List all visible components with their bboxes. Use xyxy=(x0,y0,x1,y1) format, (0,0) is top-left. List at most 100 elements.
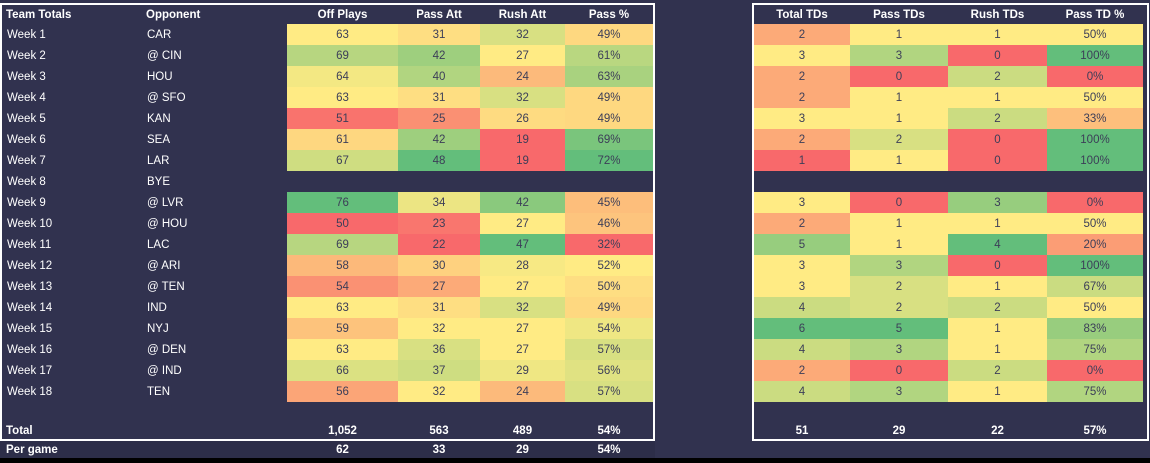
pass-tds-cell[interactable]: 1 xyxy=(850,213,948,234)
pass-td-pct-cell[interactable]: 50% xyxy=(1047,87,1143,108)
pass-tds-cell[interactable]: 2 xyxy=(850,297,948,318)
pass-td-pct-cell[interactable]: 100% xyxy=(1047,45,1143,66)
per-game-rush-att[interactable]: 29 xyxy=(516,443,529,456)
opponent-cell[interactable]: BYE xyxy=(147,175,171,188)
pass-td-pct-cell[interactable]: 20% xyxy=(1047,234,1143,255)
off-plays-cell[interactable]: 63 xyxy=(287,24,398,45)
total-tds-cell[interactable]: 2 xyxy=(754,129,850,150)
pass-td-pct-cell[interactable]: 75% xyxy=(1047,381,1143,402)
pass-pct-cell[interactable]: 49% xyxy=(565,108,653,129)
rush-att-cell[interactable]: 32 xyxy=(480,297,565,318)
opponent-cell[interactable]: LAC xyxy=(147,238,170,251)
per-game-pass-pct[interactable]: 54% xyxy=(597,443,621,456)
opponent-cell[interactable]: @ SFO xyxy=(147,91,186,104)
pass-att-cell[interactable] xyxy=(398,171,480,192)
rush-att-cell[interactable]: 24 xyxy=(480,381,565,402)
pass-tds-cell[interactable]: 0 xyxy=(850,66,948,87)
pass-att-cell[interactable]: 34 xyxy=(398,192,480,213)
pass-tds-cell[interactable] xyxy=(850,171,948,192)
pass-td-pct-cell[interactable]: 100% xyxy=(1047,129,1143,150)
week-label-cell[interactable]: Week 7 xyxy=(7,154,46,167)
header-off-plays[interactable]: Off Plays xyxy=(317,8,368,21)
rush-tds-cell[interactable]: 1 xyxy=(948,276,1047,297)
opponent-cell[interactable]: @ ARI xyxy=(147,259,181,272)
opponent-cell[interactable]: @ TEN xyxy=(147,280,185,293)
opponent-cell[interactable]: HOU xyxy=(147,70,173,83)
header-rush-att[interactable]: Rush Att xyxy=(498,8,547,21)
week-label-cell[interactable]: Week 9 xyxy=(7,196,46,209)
pass-pct-cell[interactable]: 49% xyxy=(565,87,653,108)
rush-att-cell[interactable]: 26 xyxy=(480,108,565,129)
week-label-cell[interactable]: Week 13 xyxy=(7,280,53,293)
rush-att-cell[interactable]: 27 xyxy=(480,45,565,66)
header-team-totals[interactable]: Team Totals xyxy=(6,8,72,21)
pass-tds-cell[interactable]: 1 xyxy=(850,234,948,255)
pass-pct-cell[interactable] xyxy=(565,171,653,192)
total-pass-att[interactable]: 563 xyxy=(429,424,449,437)
off-plays-cell[interactable]: 50 xyxy=(287,213,398,234)
rush-att-cell[interactable]: 27 xyxy=(480,318,565,339)
pass-att-cell[interactable]: 40 xyxy=(398,66,480,87)
pass-td-pct-cell[interactable]: 0% xyxy=(1047,192,1143,213)
pass-td-pct-cell[interactable]: 67% xyxy=(1047,276,1143,297)
opponent-cell[interactable]: NYJ xyxy=(147,322,169,335)
opponent-cell[interactable]: @ HOU xyxy=(147,217,188,230)
pass-td-pct-cell[interactable]: 0% xyxy=(1047,360,1143,381)
pass-td-pct-cell[interactable]: 0% xyxy=(1047,66,1143,87)
rush-tds-cell[interactable]: 0 xyxy=(948,150,1047,171)
total-total-tds[interactable]: 51 xyxy=(795,424,809,437)
rush-att-cell[interactable]: 19 xyxy=(480,129,565,150)
off-plays-cell[interactable]: 59 xyxy=(287,318,398,339)
rush-tds-cell[interactable]: 4 xyxy=(948,234,1047,255)
rush-tds-cell[interactable]: 0 xyxy=(948,255,1047,276)
pass-tds-cell[interactable]: 3 xyxy=(850,45,948,66)
pass-att-cell[interactable]: 36 xyxy=(398,339,480,360)
rush-att-cell[interactable]: 27 xyxy=(480,276,565,297)
rush-att-cell[interactable]: 27 xyxy=(480,213,565,234)
off-plays-cell[interactable]: 69 xyxy=(287,45,398,66)
header-opponent[interactable]: Opponent xyxy=(146,8,201,21)
pass-pct-cell[interactable]: 56% xyxy=(565,360,653,381)
pass-td-pct-cell[interactable]: 100% xyxy=(1047,150,1143,171)
off-plays-cell[interactable]: 64 xyxy=(287,66,398,87)
pass-pct-cell[interactable]: 54% xyxy=(565,318,653,339)
off-plays-cell[interactable]: 66 xyxy=(287,360,398,381)
pass-tds-cell[interactable]: 3 xyxy=(850,339,948,360)
total-tds-cell[interactable]: 2 xyxy=(754,66,850,87)
total-tds-cell[interactable]: 4 xyxy=(754,297,850,318)
pass-pct-cell[interactable]: 45% xyxy=(565,192,653,213)
total-pass-pct[interactable]: 54% xyxy=(597,424,621,437)
header-rush-tds[interactable]: Rush TDs xyxy=(970,8,1025,21)
off-plays-cell[interactable]: 63 xyxy=(287,297,398,318)
week-label-cell[interactable]: Week 12 xyxy=(7,259,53,272)
off-plays-cell[interactable]: 69 xyxy=(287,234,398,255)
pass-tds-cell[interactable]: 2 xyxy=(850,276,948,297)
rush-att-cell[interactable]: 29 xyxy=(480,360,565,381)
header-pass-att[interactable]: Pass Att xyxy=(416,8,462,21)
pass-att-cell[interactable]: 32 xyxy=(398,318,480,339)
rush-att-cell[interactable]: 47 xyxy=(480,234,565,255)
pass-tds-cell[interactable]: 1 xyxy=(850,87,948,108)
pass-tds-cell[interactable]: 3 xyxy=(850,381,948,402)
opponent-cell[interactable]: @ DEN xyxy=(147,343,187,356)
pass-tds-cell[interactable]: 1 xyxy=(850,150,948,171)
pass-pct-cell[interactable]: 52% xyxy=(565,255,653,276)
pass-pct-cell[interactable]: 63% xyxy=(565,66,653,87)
rush-tds-cell[interactable]: 0 xyxy=(948,45,1047,66)
pass-td-pct-cell[interactable] xyxy=(1047,171,1143,192)
off-plays-cell[interactable]: 67 xyxy=(287,150,398,171)
pass-tds-cell[interactable]: 1 xyxy=(850,24,948,45)
pass-td-pct-cell[interactable]: 100% xyxy=(1047,255,1143,276)
pass-pct-cell[interactable]: 46% xyxy=(565,213,653,234)
rush-tds-cell[interactable]: 2 xyxy=(948,297,1047,318)
pass-pct-cell[interactable]: 61% xyxy=(565,45,653,66)
pass-td-pct-cell[interactable]: 50% xyxy=(1047,213,1143,234)
week-label-cell[interactable]: Week 17 xyxy=(7,364,53,377)
rush-att-cell[interactable]: 19 xyxy=(480,150,565,171)
rush-tds-cell[interactable]: 1 xyxy=(948,24,1047,45)
opponent-cell[interactable]: LAR xyxy=(147,154,170,167)
off-plays-cell[interactable]: 58 xyxy=(287,255,398,276)
rush-tds-cell[interactable] xyxy=(948,171,1047,192)
week-label-cell[interactable]: Week 11 xyxy=(7,238,52,251)
total-rush-tds[interactable]: 22 xyxy=(991,424,1004,437)
